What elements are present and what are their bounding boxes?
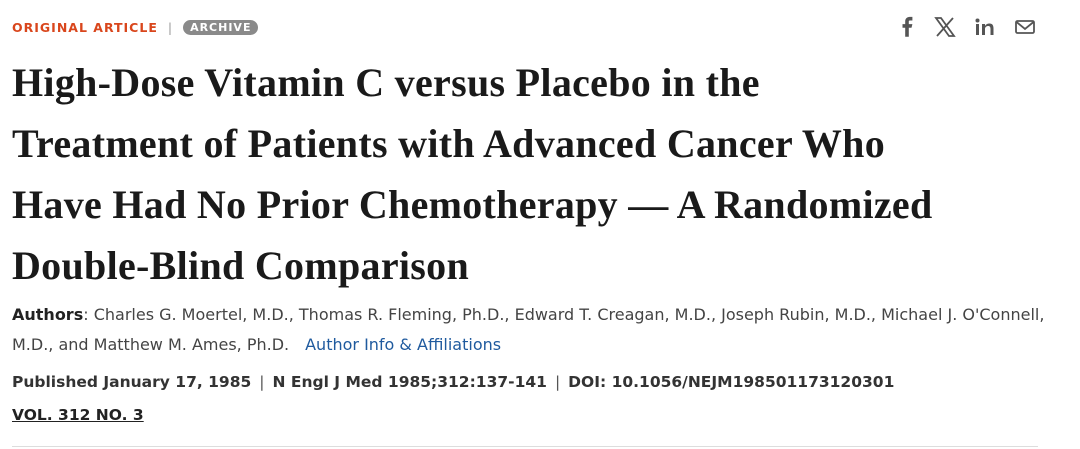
archive-badge: ARCHIVE — [183, 20, 259, 35]
author-names: Charles G. Moertel, M.D., Thomas R. Flem… — [12, 305, 1045, 354]
authors-label: Authors — [12, 305, 84, 324]
title-line: High-Dose Vitamin C versus Placebo in th… — [12, 60, 760, 105]
facebook-icon[interactable] — [898, 16, 916, 38]
authors: Authors: Charles G. Moertel, M.D., Thoma… — [12, 300, 1052, 360]
publication-info: Published January 17, 1985 | N Engl J Med … — [12, 373, 894, 391]
article-header: ORIGINAL ARTICLE | ARCHIVE — [12, 20, 259, 35]
author-info-link[interactable]: Author Info & Affiliations — [305, 335, 502, 354]
linkedin-icon[interactable] — [974, 16, 996, 38]
email-icon[interactable] — [1014, 16, 1036, 38]
title-line: Treatment of Patients with Advanced Canc… — [12, 121, 886, 166]
x-icon[interactable] — [934, 16, 956, 38]
publication-item: DOI: 10.1056/NEJM198501173120301 — [568, 373, 895, 391]
separator: | — [167, 20, 174, 35]
share-icons — [898, 16, 1036, 38]
article-title: High-Dose Vitamin C versus Placebo in th… — [12, 52, 933, 296]
issue-link[interactable]: VOL. 312 NO. 3 — [12, 406, 144, 424]
authors-colon: : — [83, 305, 89, 324]
divider — [12, 446, 1038, 447]
separator: | — [554, 373, 561, 391]
title-line: Double-Blind Comparison — [12, 243, 469, 288]
publication-item: N Engl J Med 1985;312:137-141 — [272, 373, 547, 391]
separator: | — [259, 373, 265, 391]
publication-item: Published January 17, 1985 — [12, 373, 252, 391]
title-line: Have Had No Prior Chemotherapy — A Rando… — [12, 182, 933, 227]
article-type[interactable]: ORIGINAL ARTICLE — [12, 20, 158, 35]
